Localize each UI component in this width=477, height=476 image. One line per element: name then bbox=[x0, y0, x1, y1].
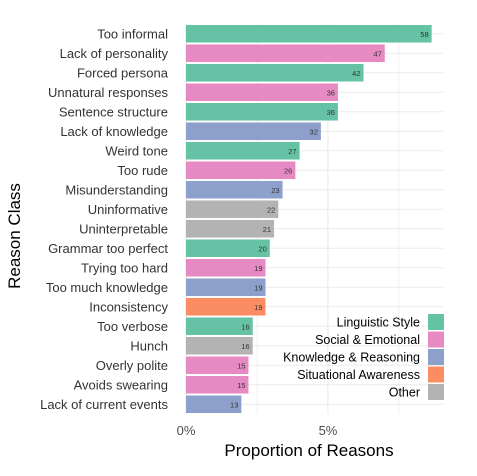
bars: 58 47 42 36 36 32 27 26 23 22 21 20 19 19 19 16 16 15 15 13 bbox=[186, 24, 432, 414]
bar-value-label: 26 bbox=[284, 166, 292, 175]
bar bbox=[186, 180, 283, 199]
bar bbox=[186, 239, 270, 258]
category-label: Too verbose bbox=[97, 319, 168, 334]
bar-value-label: 32 bbox=[310, 127, 318, 136]
category-label: Uninterpretable bbox=[79, 221, 168, 236]
bar-value-label: 19 bbox=[254, 303, 262, 312]
bar bbox=[186, 375, 249, 394]
legend-label: Social & Emotional bbox=[315, 333, 420, 347]
bar-value-label: 16 bbox=[241, 342, 249, 351]
bar bbox=[186, 83, 338, 102]
category-label: Overly polite bbox=[96, 358, 168, 373]
category-label: Lack of current events bbox=[40, 397, 168, 412]
bar bbox=[186, 63, 364, 82]
bar-value-label: 20 bbox=[258, 244, 266, 253]
legend-swatch bbox=[428, 314, 444, 330]
bar-value-label: 22 bbox=[267, 205, 275, 214]
bar-value-label: 21 bbox=[263, 225, 271, 234]
legend-label: Situational Awareness bbox=[297, 368, 420, 382]
x-tick-labels: 0% 5% bbox=[177, 423, 338, 438]
bar-value-label: 15 bbox=[237, 381, 245, 390]
x-tick-label: 5% bbox=[319, 423, 338, 438]
legend-label: Other bbox=[389, 386, 420, 400]
bar bbox=[186, 317, 253, 336]
bar bbox=[186, 258, 266, 277]
category-label: Too much knowledge bbox=[46, 280, 168, 295]
bar bbox=[186, 336, 253, 355]
category-label: Too rude bbox=[117, 163, 168, 178]
category-label: Trying too hard bbox=[81, 260, 168, 275]
category-label: Grammar too perfect bbox=[48, 241, 168, 256]
bar bbox=[186, 219, 275, 238]
category-label: Forced persona bbox=[77, 65, 169, 80]
bar bbox=[186, 395, 242, 414]
bar-value-label: 47 bbox=[373, 49, 381, 58]
bar bbox=[186, 44, 385, 63]
legend-swatch bbox=[428, 366, 444, 383]
bar bbox=[186, 122, 321, 141]
category-label: Sentence structure bbox=[59, 104, 168, 119]
bar bbox=[186, 297, 266, 316]
legend-swatch bbox=[428, 331, 444, 348]
category-label: Hunch bbox=[130, 338, 168, 353]
bar-value-label: 42 bbox=[352, 69, 360, 78]
bar-value-label: 15 bbox=[237, 361, 245, 370]
category-label: Inconsistency bbox=[89, 299, 168, 314]
bar-value-label: 36 bbox=[327, 108, 335, 117]
bar-value-label: 19 bbox=[254, 264, 262, 273]
bar-value-label: 13 bbox=[230, 400, 238, 409]
x-axis-title: Proportion of Reasons bbox=[224, 441, 393, 460]
bar bbox=[186, 141, 300, 160]
bar-value-label: 27 bbox=[288, 147, 296, 156]
legend-swatch bbox=[428, 349, 444, 365]
bar-value-label: 19 bbox=[254, 283, 262, 292]
bar bbox=[186, 356, 249, 375]
legend: Linguistic Style Social & Emotional Knowle… bbox=[283, 314, 444, 400]
bar-value-label: 23 bbox=[271, 186, 279, 195]
bar-value-label: 16 bbox=[241, 322, 249, 331]
x-tick-label: 0% bbox=[177, 423, 196, 438]
legend-label: Linguistic Style bbox=[337, 316, 420, 330]
category-label: Lack of knowledge bbox=[60, 124, 168, 139]
bar bbox=[186, 161, 296, 180]
legend-swatch bbox=[428, 384, 444, 400]
legend-label: Knowledge & Reasoning bbox=[283, 351, 420, 365]
category-label: Too informal bbox=[97, 26, 168, 41]
category-label: Lack of personality bbox=[60, 46, 169, 61]
category-label: Avoids swearing bbox=[74, 377, 168, 392]
bar-value-label: 36 bbox=[327, 88, 335, 97]
bar bbox=[186, 102, 338, 121]
bar-value-label: 58 bbox=[420, 30, 428, 39]
category-label: Unnatural responses bbox=[48, 85, 168, 100]
category-label: Misunderstanding bbox=[65, 182, 168, 197]
bar bbox=[186, 200, 279, 219]
category-label: Uninformative bbox=[88, 202, 168, 217]
bar bbox=[186, 24, 432, 43]
bar bbox=[186, 278, 266, 297]
y-axis-title: Reason Class bbox=[5, 183, 24, 289]
category-label: Weird tone bbox=[105, 143, 168, 158]
category-labels: Too informal Lack of personality Forced pe… bbox=[40, 26, 169, 412]
